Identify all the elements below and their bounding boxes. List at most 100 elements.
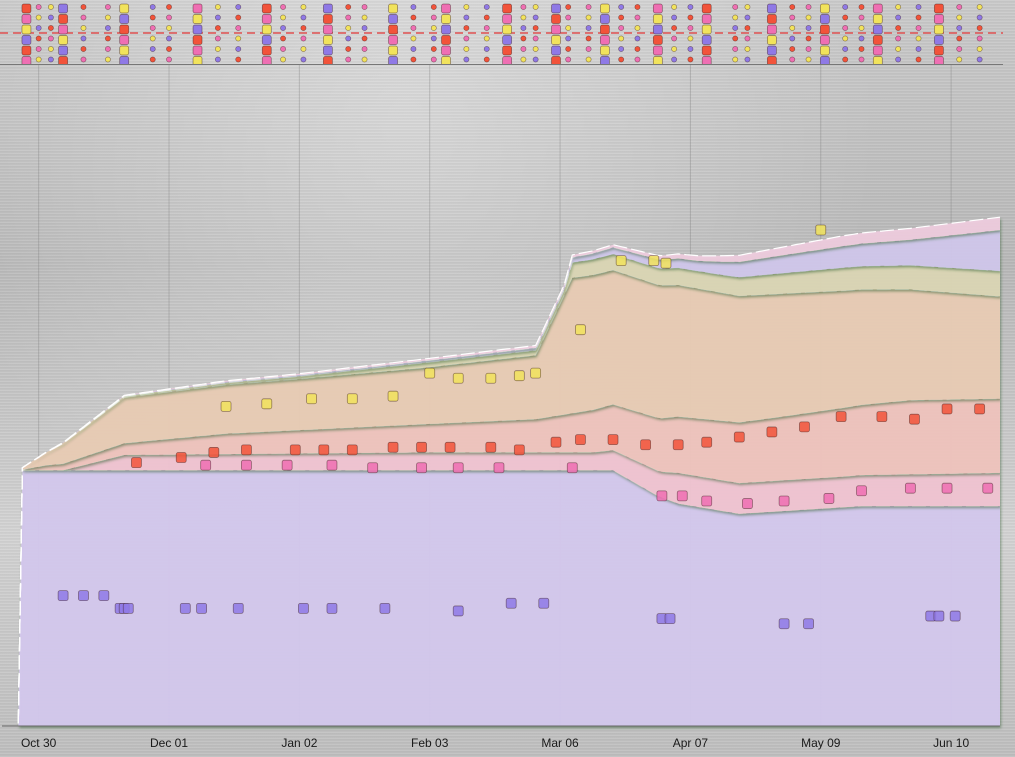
- overview-marker: [345, 25, 352, 31]
- marker-red: [799, 421, 810, 433]
- marker-yellow: [346, 393, 358, 405]
- x-tick-label: May 09: [801, 736, 841, 750]
- overview-marker: [767, 24, 777, 35]
- overview-marker: [842, 46, 849, 52]
- marker-purple: [778, 618, 790, 630]
- overview-marker: [323, 56, 333, 64]
- marker-red: [387, 441, 399, 453]
- main-chart[interactable]: Oct 30 Dec 01 Jan 02 Feb 03 Mar 06 Apr 07 May …: [0, 64, 1015, 757]
- overview-marker: [687, 56, 694, 63]
- marker-red: [241, 444, 252, 456]
- overview-marker: [323, 14, 333, 24]
- overview-marker: [976, 46, 983, 52]
- overview-marker: [744, 46, 751, 52]
- overview-marker: [119, 24, 130, 35]
- overview-marker: [80, 46, 87, 52]
- overview-marker: [872, 45, 883, 56]
- stacked-area-chart[interactable]: Oct 30 Dec 01 Jan 02 Feb 03 Mar 06 Apr 07 May …: [0, 64, 1015, 757]
- marker-red: [289, 444, 301, 456]
- marker-purple: [179, 602, 191, 614]
- overview-marker: [441, 14, 451, 24]
- overview-marker: [58, 3, 68, 14]
- marker-red: [550, 436, 562, 448]
- overview-marker: [388, 24, 398, 35]
- overview-marker: [872, 14, 883, 24]
- overview-marker: [565, 25, 572, 31]
- marker-yellow: [424, 367, 436, 379]
- x-tick-label: Jun 10: [933, 736, 969, 750]
- marker-pink: [676, 490, 688, 502]
- marker-purple: [949, 610, 961, 622]
- overview-marker: [261, 24, 272, 35]
- marker-red: [733, 431, 745, 443]
- overview-marker: [551, 45, 561, 56]
- overview-marker: [280, 35, 286, 42]
- edge-pink-top: [17, 216, 1001, 724]
- overview-marker: [149, 56, 156, 63]
- overview-marker: [565, 35, 572, 42]
- overview-marker: [483, 25, 490, 31]
- overview-svg[interactable]: [0, 0, 1003, 64]
- overview-marker: [789, 46, 796, 52]
- marker-pink: [493, 462, 505, 474]
- marker-pink: [982, 482, 994, 494]
- overview-marker: [410, 14, 417, 21]
- overview-marker: [789, 14, 796, 21]
- overview-marker: [618, 35, 625, 42]
- overview-marker: [21, 3, 32, 14]
- marker-purple: [505, 597, 517, 609]
- marker-pink: [701, 495, 713, 507]
- overview-marker: [600, 56, 610, 64]
- marker-yellow: [513, 370, 525, 382]
- overview-marker: [502, 14, 512, 24]
- x-tick-label: Jan 02: [281, 736, 317, 750]
- overview-marker: [35, 56, 42, 63]
- overview-strip[interactable]: [0, 0, 1003, 65]
- overview-marker: [895, 46, 902, 52]
- overview-marker: [976, 4, 983, 10]
- overview-marker: [166, 4, 172, 10]
- overview-marker: [388, 35, 398, 45]
- overview-marker: [520, 14, 527, 21]
- overview-marker: [618, 46, 625, 52]
- overview-marker: [934, 14, 944, 24]
- overview-marker: [634, 46, 641, 52]
- overview-marker: [35, 46, 42, 52]
- overview-marker: [149, 4, 156, 10]
- overview-marker: [956, 56, 963, 63]
- overview-marker: [895, 4, 902, 10]
- overview-marker: [192, 56, 203, 64]
- overview-marker: [956, 46, 963, 52]
- overview-marker: [652, 56, 663, 64]
- overview-marker: [858, 25, 865, 31]
- overview-marker: [895, 56, 902, 63]
- overview-marker: [105, 14, 111, 21]
- overview-marker: [502, 3, 512, 14]
- overview-marker: [872, 24, 883, 35]
- overview-marker: [551, 35, 561, 45]
- overview-marker: [261, 35, 272, 45]
- overview-marker: [261, 56, 272, 64]
- overview-marker: [300, 56, 307, 63]
- overview-marker: [105, 35, 111, 42]
- overview-marker: [585, 46, 592, 52]
- overview-marker: [532, 25, 539, 31]
- overview-marker: [214, 4, 221, 10]
- overview-marker: [532, 35, 539, 42]
- overview-marker: [652, 3, 663, 14]
- overview-marker: [934, 3, 944, 14]
- overview-marker: [858, 56, 865, 63]
- overview-marker: [915, 14, 922, 21]
- overview-marker: [463, 46, 470, 52]
- overview-marker: [361, 46, 368, 52]
- overview-marker: [192, 35, 203, 45]
- overview-marker: [119, 56, 130, 64]
- marker-purple: [98, 590, 110, 601]
- overview-marker: [634, 4, 641, 10]
- overview-marker: [21, 56, 32, 64]
- overview-marker: [805, 46, 812, 52]
- marker-yellow: [815, 224, 827, 236]
- overview-marker: [323, 45, 333, 56]
- overview-marker: [463, 14, 470, 21]
- overview-marker: [35, 14, 42, 21]
